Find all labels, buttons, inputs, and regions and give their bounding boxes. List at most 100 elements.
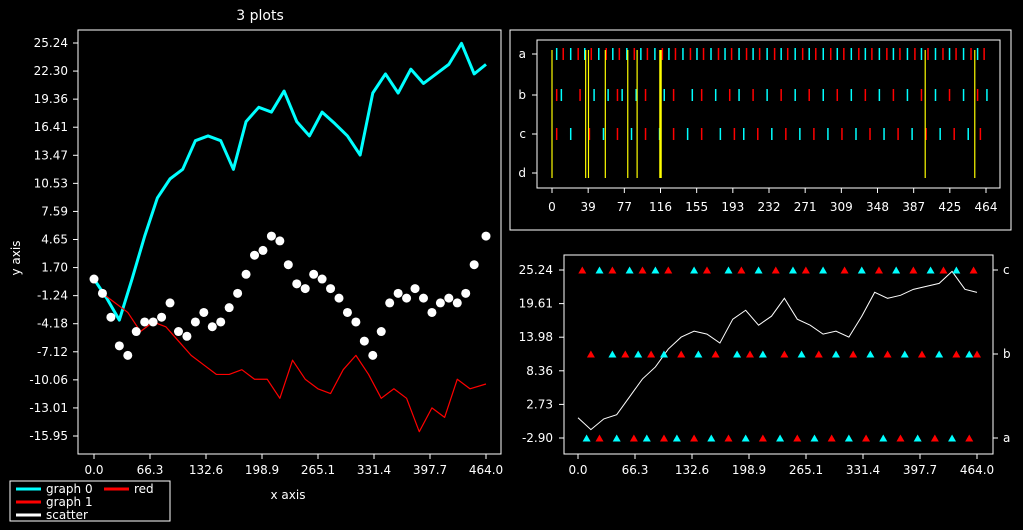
x-axis-label: x axis: [271, 488, 306, 502]
scatter-point: [173, 327, 183, 337]
triangle-marker-a: [844, 434, 853, 442]
right-tick-label: a: [1003, 431, 1010, 445]
triangle-marker-c: [788, 266, 797, 274]
scatter-point: [452, 298, 462, 308]
triangle-marker-a: [913, 434, 922, 442]
right-tick-label: c: [1003, 263, 1010, 277]
triangle-marker-b: [900, 350, 909, 358]
scatter-point: [444, 293, 454, 303]
triangle-marker-c: [857, 266, 866, 274]
x-tick-label: 387: [902, 200, 925, 214]
x-tick-label: 331.4: [357, 463, 391, 477]
y-tick-label: 19.61: [519, 297, 553, 311]
scatter-point: [216, 317, 226, 327]
y-axis-label: y axis: [9, 241, 23, 276]
y-tick-label: -4.18: [37, 317, 68, 331]
triangle-marker-a: [741, 434, 750, 442]
y-tick-label: 22.30: [34, 64, 68, 78]
x-tick-label: 0: [548, 200, 556, 214]
y-tick-label: 2.73: [526, 397, 553, 411]
x-tick-label: 464.0: [960, 463, 994, 477]
triangle-marker-a: [672, 434, 681, 442]
triangle-marker-c: [608, 266, 617, 274]
y-tick-label: 19.36: [34, 92, 68, 106]
scatter-point: [148, 317, 158, 327]
x-tick-label: 265.1: [789, 463, 823, 477]
legend: graph 0 graph 1 scatter red: [9, 480, 171, 522]
legend-label-red: red: [134, 482, 154, 496]
triangle-marker-a: [582, 434, 591, 442]
triangle-marker-c: [595, 266, 604, 274]
triangle-marker-c: [939, 266, 948, 274]
event-plot-outer-frame: [509, 29, 1012, 231]
triangle-marker-c: [801, 266, 810, 274]
plot-title: 3 plots: [236, 8, 283, 24]
x-tick-label: 39: [581, 200, 596, 214]
triangle-marker-a: [758, 434, 767, 442]
y-tick-label: 13.98: [519, 330, 553, 344]
scatter-point: [292, 279, 302, 289]
triangle-marker-b: [814, 350, 823, 358]
x-tick-label: 348: [866, 200, 889, 214]
scatter-point: [418, 293, 428, 303]
x-tick-label: 0.0: [568, 463, 587, 477]
scatter-point: [300, 284, 310, 294]
scatter-point: [393, 288, 403, 298]
triangle-marker-a: [896, 434, 905, 442]
x-tick-label: 198.9: [732, 463, 766, 477]
scatter-point: [266, 231, 276, 241]
triangle-marker-c: [969, 266, 978, 274]
triangle-marker-c: [702, 266, 711, 274]
y-tick-label: -13.01: [29, 401, 68, 415]
y-tick-label: d: [518, 166, 526, 180]
x-tick-label: 0.0: [84, 463, 103, 477]
series-line: [577, 270, 978, 431]
scatter-point: [233, 288, 243, 298]
triangle-marker-b: [965, 350, 974, 358]
scatter-point: [258, 245, 268, 255]
x-tick-label: 116: [649, 200, 672, 214]
scatter-point: [481, 231, 491, 241]
triangle-marker-c: [952, 266, 961, 274]
y-tick-label: c: [519, 127, 526, 141]
series-line-graph-0: [92, 41, 487, 322]
triangle-marker-b: [831, 350, 840, 358]
y-tick-label: -10.06: [29, 373, 68, 387]
triangle-marker-a: [793, 434, 802, 442]
legend-label-scatter: scatter: [46, 508, 88, 522]
triangle-marker-c: [638, 266, 647, 274]
triangle-plot: 0.0 66.3 132.6 198.9 265.1 331.4 397.7 464.0 25.…: [519, 254, 1011, 477]
triangle-marker-c: [771, 266, 780, 274]
event-plot-frame: [536, 39, 1001, 189]
scatter-point: [402, 293, 412, 303]
x-tick-label: 425: [938, 200, 961, 214]
x-tick-label: 198.9: [245, 463, 279, 477]
triangle-marker-c: [909, 266, 918, 274]
y-tick-label: 8.36: [526, 364, 553, 378]
triangle-marker-b: [608, 350, 617, 358]
x-tick-label: 464.0: [469, 463, 503, 477]
triangle-marker-b: [621, 350, 630, 358]
x-tick-label: 232: [758, 200, 781, 214]
triangle-marker-b: [634, 350, 643, 358]
x-tick-label: 309: [830, 200, 853, 214]
x-tick-label: 331.4: [846, 463, 880, 477]
scatter-point: [326, 284, 336, 294]
y-tick-label: 1.70: [41, 261, 68, 275]
triangle-marker-c: [926, 266, 935, 274]
triangle-marker-c: [651, 266, 660, 274]
scatter-point: [97, 288, 107, 298]
x-tick-label: 66.3: [622, 463, 649, 477]
scatter-point: [190, 317, 200, 327]
triangle-marker-b: [780, 350, 789, 358]
scatter-point: [376, 327, 386, 337]
triangle-marker-b: [952, 350, 961, 358]
triangle-marker-c: [724, 266, 733, 274]
triangle-marker-b: [659, 350, 668, 358]
scatter-point: [241, 269, 251, 279]
triangle-marker-c: [690, 266, 699, 274]
triangle-marker-b: [866, 350, 875, 358]
triangle-marker-c: [754, 266, 763, 274]
y-tick-label: -2.90: [522, 431, 553, 445]
